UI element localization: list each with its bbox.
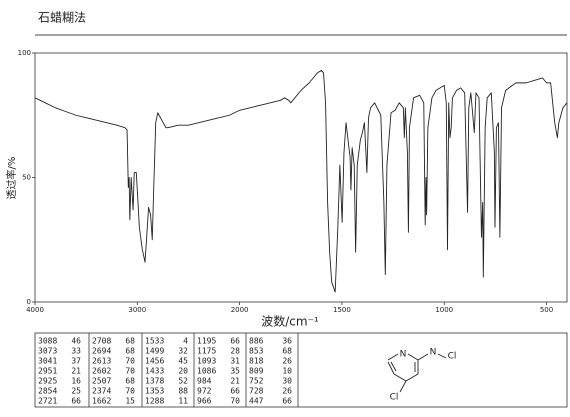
peak-wavenumber: 2613: [92, 357, 111, 366]
peak-wavenumber: 1378: [145, 377, 164, 386]
peak-transmittance: 32: [178, 347, 188, 356]
peak-wavenumber: 1662: [92, 397, 111, 406]
peak-transmittance: 70: [125, 357, 135, 366]
x-tick-label: 2000: [231, 306, 249, 314]
peak-wavenumber: 2708: [92, 337, 111, 346]
peak-transmittance: 11: [178, 397, 188, 406]
peak-wavenumber: 984: [197, 377, 212, 386]
peak-transmittance: 52: [178, 377, 188, 386]
table-frame: [34, 332, 568, 408]
y-tick-label: 100: [18, 49, 31, 57]
peak-wavenumber: 972: [197, 387, 212, 396]
peak-transmittance: 45: [178, 357, 188, 366]
peak-transmittance: 36: [282, 337, 292, 346]
peak-wavenumber: 728: [249, 387, 264, 396]
peak-transmittance: 46: [71, 337, 81, 346]
peak-wavenumber: 2721: [38, 397, 57, 406]
peak-transmittance: 66: [282, 397, 292, 406]
peak-wavenumber: 818: [249, 357, 264, 366]
peak-wavenumber: 3088: [38, 337, 57, 346]
peak-wavenumber: 1086: [197, 367, 216, 376]
atom-label: N: [400, 350, 407, 360]
peak-wavenumber: 2854: [38, 387, 57, 396]
x-tick-label: 4000: [26, 306, 44, 314]
peak-transmittance: 70: [125, 367, 135, 376]
peak-transmittance: 20: [178, 367, 188, 376]
peak-transmittance: 66: [71, 397, 81, 406]
y-tick-label: 0: [27, 298, 31, 306]
peak-wavenumber: 2951: [38, 367, 57, 376]
peak-transmittance: 70: [230, 397, 240, 406]
peak-wavenumber: 853: [249, 347, 264, 356]
peak-transmittance: 21: [230, 377, 240, 386]
peak-transmittance: 10: [282, 367, 292, 376]
peak-transmittance: 16: [71, 377, 81, 386]
structure-bonds: [387, 353, 447, 393]
peak-wavenumber: 1499: [145, 347, 164, 356]
peak-wavenumber: 1353: [145, 387, 164, 396]
peak-wavenumber: 2602: [92, 367, 111, 376]
peak-transmittance: 26: [282, 357, 292, 366]
peak-wavenumber: 2925: [38, 377, 57, 386]
peak-transmittance: 66: [230, 387, 240, 396]
peak-wavenumber: 966: [197, 397, 212, 406]
x-tick-label: 1500: [333, 306, 351, 314]
peak-transmittance: 33: [71, 347, 81, 356]
atom-label: Cl: [448, 352, 457, 362]
chart-title: 石蜡糊法: [38, 10, 86, 25]
x-tick-label: 1000: [435, 306, 453, 314]
peak-transmittance: 68: [125, 377, 135, 386]
x-tick-label: 500: [540, 306, 553, 314]
peak-transmittance: 26: [282, 387, 292, 396]
peak-wavenumber: 3041: [38, 357, 57, 366]
spectrum-line: [34, 69, 568, 293]
peak-transmittance: 37: [71, 357, 81, 366]
peak-transmittance: 30: [282, 377, 292, 386]
peak-wavenumber: 1175: [197, 347, 216, 356]
y-tick-label: 50: [22, 174, 31, 182]
peak-transmittance: 66: [230, 337, 240, 346]
peak-wavenumber: 1533: [145, 337, 164, 346]
peak-transmittance: 25: [71, 387, 81, 396]
peak-wavenumber: 2507: [92, 377, 111, 386]
table-dividers: [88, 333, 299, 407]
peak-wavenumber: 1456: [145, 357, 164, 366]
atom-label: Cl: [390, 393, 399, 403]
peak-transmittance: 15: [125, 397, 135, 406]
peak-wavenumber: 886: [249, 337, 264, 346]
peak-transmittance: 28: [230, 347, 240, 356]
peak-transmittance: 70: [125, 387, 135, 396]
peak-transmittance: 35: [230, 367, 240, 376]
peak-wavenumber: 2694: [92, 347, 111, 356]
peak-transmittance: 68: [125, 337, 135, 346]
peak-transmittance: 88: [178, 387, 188, 396]
peak-transmittance: 68: [282, 347, 292, 356]
peak-transmittance: 4: [183, 337, 188, 346]
peak-wavenumber: 1195: [197, 337, 216, 346]
y-axis-label: 透过率/%: [5, 157, 18, 200]
peak-wavenumber: 3073: [38, 347, 57, 356]
peak-transmittance: 21: [71, 367, 81, 376]
peak-wavenumber: 1093: [197, 357, 216, 366]
peak-wavenumber: 752: [249, 377, 264, 386]
peak-wavenumber: 809: [249, 367, 264, 376]
peak-wavenumber: 2374: [92, 387, 111, 396]
x-tick-label: 3000: [128, 306, 146, 314]
peak-transmittance: 31: [230, 357, 240, 366]
peak-wavenumber: 1433: [145, 367, 164, 376]
peak-transmittance: 68: [125, 347, 135, 356]
x-axis-label: 波数/cm⁻¹: [261, 314, 319, 329]
peak-wavenumber: 447: [249, 397, 264, 406]
atom-label: N: [430, 348, 437, 358]
peak-wavenumber: 1288: [145, 397, 164, 406]
